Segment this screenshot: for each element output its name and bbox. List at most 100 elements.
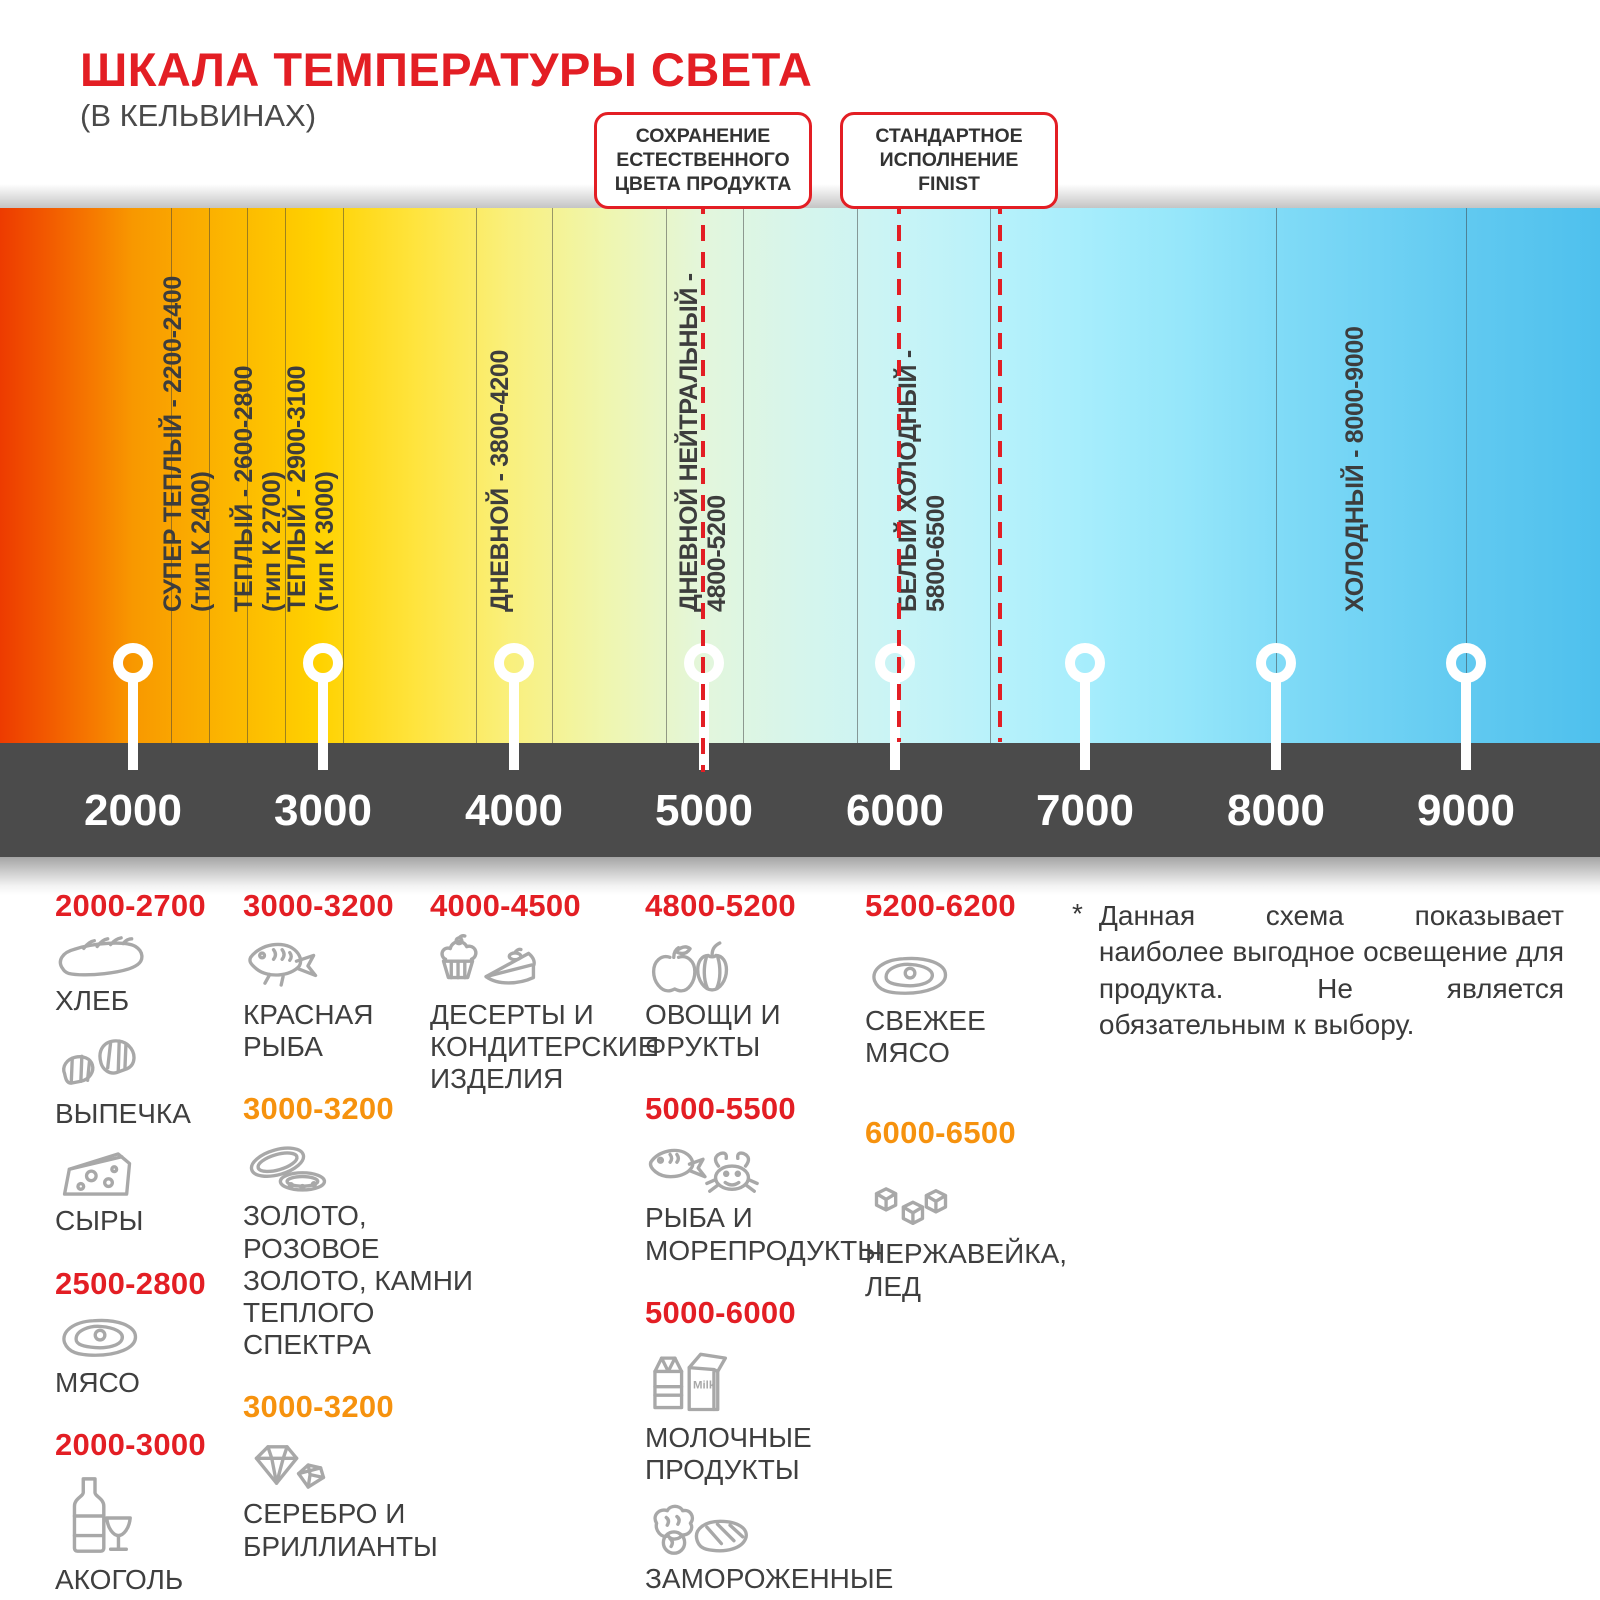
product-column-1: 2000-2700 ХЛЕБ ВЫПЕЧКА xyxy=(55,888,206,1600)
list-item: АКОГОЛЬ xyxy=(55,1473,206,1596)
frozen-icon xyxy=(653,1504,748,1556)
segment-label-warm-2700: ТЕПЛЫЙ - 2600-2800 (тип К 2700) xyxy=(230,365,286,612)
pin-ring-icon xyxy=(113,643,153,683)
product-column-5: 5200-6200 СВЕЖЕЕ МЯСО 6000-6500 НЕРЖАВЕЙ… xyxy=(865,888,1067,1331)
pin-ring-icon xyxy=(494,643,534,683)
list-item: ХЛЕБ xyxy=(55,934,206,1017)
product-column-4: 4800-5200 ОВОЩИ И ФРУКТЫ 5000-5500 xyxy=(645,888,965,1600)
alcohol-icon xyxy=(72,1476,132,1553)
product-group: 3000-3200 КРАСНАЯ РЫБА xyxy=(243,888,493,1063)
bread-icon xyxy=(58,936,144,977)
pin-ring-icon xyxy=(1065,643,1105,683)
boundary-line-2400k xyxy=(209,208,210,743)
boundary-line-4800k xyxy=(666,208,667,743)
product-group: 5000-6000 Milk МОЛОЧНЫЕ ПРОДУКТЫ xyxy=(645,1295,965,1600)
gold-rings-icon xyxy=(249,1146,327,1193)
product-group: 5200-6200 СВЕЖЕЕ МЯСО xyxy=(865,888,1060,1069)
range-heading: 2000-3000 xyxy=(55,1426,206,1462)
range-heading: 5000-6000 xyxy=(645,1294,796,1330)
boundary-line-5800k xyxy=(857,208,858,743)
range-heading: 2000-2700 xyxy=(55,888,206,923)
callout-finist-standard: СТАНДАРТНОЕ ИСПОЛНЕНИЕ FINIST xyxy=(840,112,1058,210)
boundary-line-3800k xyxy=(476,208,477,743)
dashed-connector-5000k xyxy=(701,198,705,772)
product-group: 6000-6500 НЕРЖАВЕЙКА, ЛЕД xyxy=(865,1115,1067,1302)
list-item: НЕРЖАВЕЙКА, ЛЕД xyxy=(865,1181,1067,1302)
list-item: ВЫПЕЧКА xyxy=(55,1033,206,1130)
range-heading: 4800-5200 xyxy=(645,888,796,923)
tick-2000: 2000 xyxy=(84,786,182,835)
list-item: ДЕСЕРТЫ И КОНДИТЕРСКИЕ ИЗДЕЛИЯ xyxy=(430,934,657,1096)
segment-label-super-warm: СУПЕР ТЕПЛЫЙ - 2200-2400 (тип К 2400) xyxy=(159,275,215,612)
tick-9000: 9000 xyxy=(1417,786,1515,835)
fruits-vegetables-icon xyxy=(651,941,729,993)
range-heading: 4000-4500 xyxy=(430,888,581,923)
footnote: * Данная схема показывает наиболее выгод… xyxy=(1072,898,1564,1044)
boundary-line-9000k xyxy=(1466,208,1467,743)
footnote-text: Данная схема показывает наиболее выгодно… xyxy=(1098,900,1564,1041)
product-group: 4800-5200 ОВОЩИ И ФРУКТЫ xyxy=(645,888,965,1063)
boundary-line-3100k xyxy=(343,208,344,743)
tick-8000: 8000 xyxy=(1227,786,1325,835)
product-group: 2500-2800 МЯСО xyxy=(55,1266,206,1399)
list-item: МЯСО xyxy=(55,1312,206,1399)
product-group: 2000-3000 АКОГОЛЬ xyxy=(55,1427,206,1596)
dashed-connector-6500k xyxy=(998,198,1002,742)
meat-icon xyxy=(62,1318,138,1357)
pin-ring-icon xyxy=(303,643,343,683)
pin-ring-icon xyxy=(1256,643,1296,683)
milk-icon: Milk xyxy=(653,1352,728,1411)
axis-bar xyxy=(0,743,1600,857)
list-item: РЫБА И МОРЕПРОДУКТЫ xyxy=(645,1137,965,1266)
boundary-line-2800k xyxy=(285,208,286,743)
range-heading: 5000-5500 xyxy=(645,1091,796,1127)
product-group: 2000-2700 ХЛЕБ ВЫПЕЧКА xyxy=(55,888,206,1238)
boundary-line-4200k xyxy=(552,208,553,743)
tick-4000: 4000 xyxy=(465,786,563,835)
range-heading: 6000-6500 xyxy=(865,1115,1016,1151)
steak-icon xyxy=(872,956,948,995)
boundary-line-2200k xyxy=(171,208,172,743)
range-heading: 3000-3200 xyxy=(243,888,394,923)
tick-5000: 5000 xyxy=(655,786,753,835)
list-item: Milk МОЛОЧНЫЕ ПРОДУКТЫ xyxy=(645,1341,965,1486)
tick-3000: 3000 xyxy=(274,786,372,835)
tick-7000: 7000 xyxy=(1036,786,1134,835)
pin-ring-icon xyxy=(1446,643,1486,683)
range-heading: 3000-3200 xyxy=(243,1091,394,1127)
boundary-line-6500k xyxy=(990,208,991,743)
footnote-asterisk: * xyxy=(1072,898,1083,929)
page-title: ШКАЛА ТЕМПЕРАТУРЫ СВЕТА xyxy=(80,43,813,96)
boundary-line-2600k xyxy=(247,208,248,743)
desserts-icon xyxy=(440,934,536,985)
product-column-2: 3000-3200 КРАСНАЯ РЫБА 3000-3200 xyxy=(243,888,493,1591)
tick-6000: 6000 xyxy=(846,786,944,835)
fish-crab-icon xyxy=(648,1149,759,1194)
kelvin-gradient-bar xyxy=(0,208,1600,743)
list-item: ЗАМОРОЖЕННЫЕ ПОЛУФАБРИКАТЫ xyxy=(645,1502,965,1600)
boundary-line-5200k xyxy=(743,208,744,743)
page-subtitle: (В КЕЛЬВИНАХ) xyxy=(80,98,317,133)
list-item: СЕРЕБРО И БРИЛЛИАНТЫ xyxy=(243,1435,493,1562)
product-column-3: 4000-4500 ДЕСЕРТЫ И КОНДИТЕРСКИЕ ИЗДЕЛИЯ xyxy=(430,888,657,1124)
range-heading: 2500-2800 xyxy=(55,1265,206,1301)
product-group: 5000-5500 РЫБА И МОРЕПРОДУКТЫ xyxy=(645,1091,965,1266)
product-group: 3000-3200 ЗОЛОТО, РОЗОВОЕ ЗОЛОТО, КАМНИ … xyxy=(243,1091,493,1361)
milk-carton-text: Milk xyxy=(693,1379,716,1391)
product-group: 4000-4500 ДЕСЕРТЫ И КОНДИТЕРСКИЕ ИЗДЕЛИЯ xyxy=(430,888,657,1096)
list-item: СЫРЫ xyxy=(55,1146,206,1237)
callout-natural-color: СОХРАНЕНИЕ ЕСТЕСТВЕННОГО ЦВЕТА ПРОДУКТА xyxy=(594,112,812,210)
red-fish-icon xyxy=(248,942,318,987)
dashed-connector-6000k xyxy=(897,198,901,742)
pin-ring-icon xyxy=(875,643,915,683)
boundary-line-8000k xyxy=(1276,208,1277,743)
product-group: 3000-3200 СЕРЕБРО И БРИЛЛИАНТЫ xyxy=(243,1389,493,1562)
segment-label-daylight: ДНЕВНОЙ - 3800-4200 xyxy=(486,349,514,612)
list-item: КРАСНАЯ РЫБА xyxy=(243,934,493,1063)
ice-icon xyxy=(874,1187,948,1226)
range-heading: 3000-3200 xyxy=(243,1389,394,1425)
segment-label-cold: ХОЛОДНЫЙ - 8000-9000 xyxy=(1341,326,1369,612)
diamonds-icon xyxy=(254,1445,326,1490)
range-heading: 5200-6200 xyxy=(865,888,1016,923)
